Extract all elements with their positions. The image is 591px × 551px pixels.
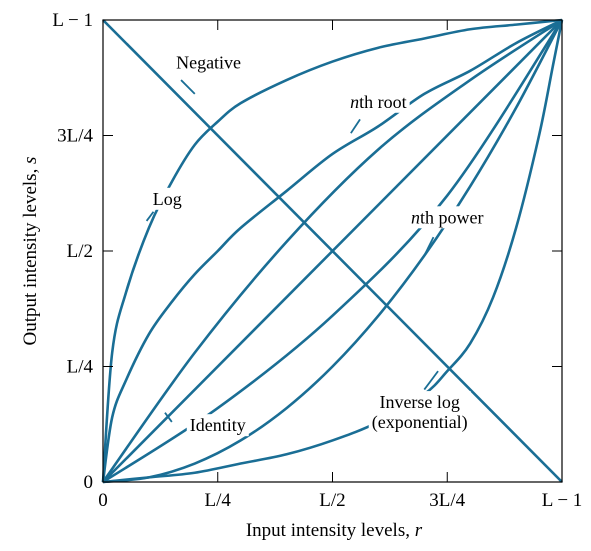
leader-nth-root [350, 118, 361, 134]
annotation-nth-power-text: nth power [411, 207, 483, 227]
annotation-log-bg [149, 187, 185, 210]
annotation-negative-text: Negative [176, 53, 241, 73]
annotation-identity-bg [186, 414, 249, 437]
annotation-nth-power: nth power [408, 206, 487, 229]
annotation-log: Log [149, 187, 185, 210]
x-tick-label-0: 0 [98, 490, 108, 511]
annotation-nth-root-bg [347, 90, 410, 113]
annotation-negative-bg [173, 51, 245, 74]
leader-inverse-log [423, 370, 439, 391]
leader-identity [164, 412, 173, 423]
annotation-identity-text: Identity [190, 415, 246, 435]
x-tick-label-2: L/2 [319, 490, 345, 511]
y-tick-label-4: L − 1 [52, 10, 93, 31]
ticks-layer: 0 L/4 L/2 3L/4 L − 1 0 L/4 L/2 3L/4 L − 1 [52, 10, 582, 511]
y-tick-label-3: 3L/4 [57, 126, 93, 147]
x-axis-label: Input intensity levels, r [246, 520, 423, 541]
annotations-layer: Negative Log nth root nth power Identity Inve… [145, 51, 487, 437]
annotation-nth-root: nth root [347, 90, 410, 113]
annotation-identity: Identity [186, 414, 249, 437]
y-axis-label: Output intensity levels, s [20, 157, 41, 346]
series-nth-root [101, 18, 563, 483]
leader-negative [180, 79, 196, 95]
annotation-inverse-log-bg [368, 391, 471, 435]
annotation-nth-root-text: nth root [350, 92, 407, 112]
series-third-line [101, 18, 563, 483]
leader-log [145, 211, 155, 222]
annotation-log-text: Log [153, 189, 182, 209]
y-tick-label-0: 0 [84, 472, 94, 493]
curves-layer [101, 18, 564, 484]
leader-nth-power [423, 236, 435, 257]
series-log [101, 18, 563, 483]
annotation-negative: Negative [173, 51, 245, 74]
x-tick-label-3: 3L/4 [429, 490, 465, 511]
x-tick-label-1: L/4 [205, 490, 232, 511]
annotation-inverse-log-text: Inverse log (exponential) [372, 392, 468, 433]
series-identity [102, 19, 563, 483]
y-tick-label-2: L/2 [67, 241, 93, 262]
annotation-nth-power-bg [408, 206, 487, 229]
x-tick-label-4: L − 1 [542, 490, 583, 511]
series-nth-power [102, 19, 564, 484]
annotation-inverse-log: Inverse log (exponential) [368, 391, 471, 435]
y-tick-label-1: L/4 [67, 357, 94, 378]
